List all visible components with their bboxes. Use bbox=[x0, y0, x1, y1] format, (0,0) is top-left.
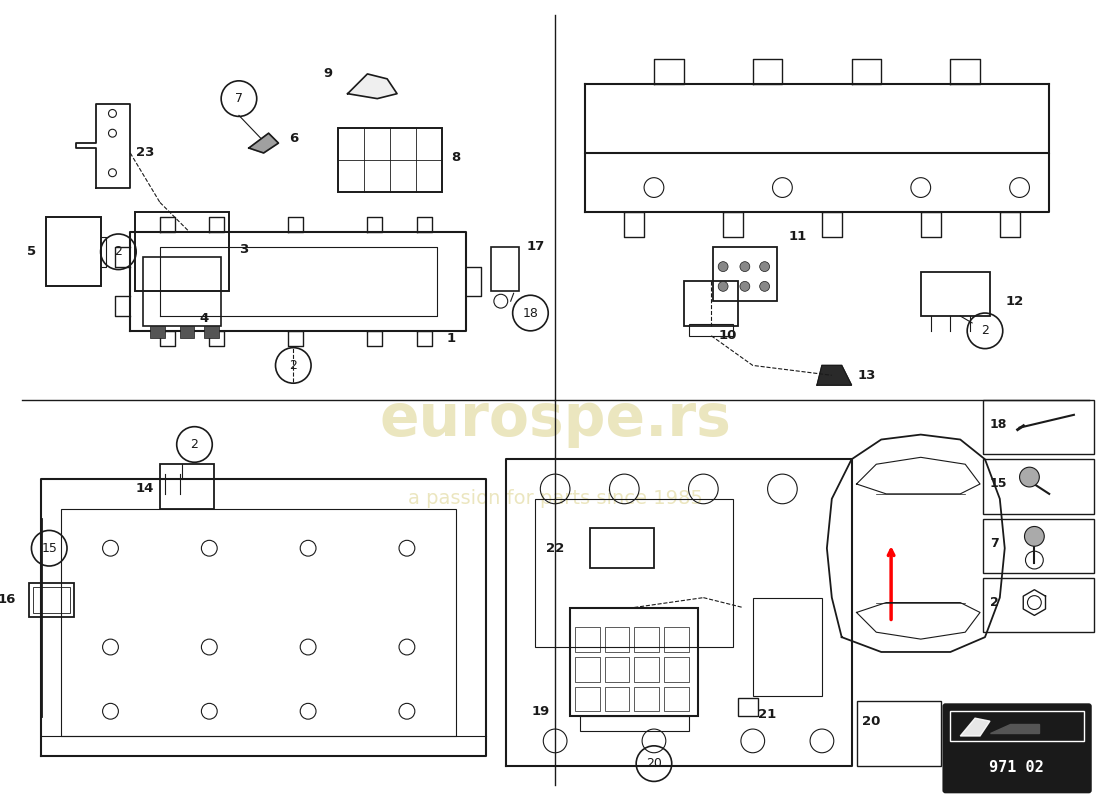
Text: 14: 14 bbox=[136, 482, 154, 495]
Text: 12: 12 bbox=[1005, 294, 1024, 308]
Text: 6: 6 bbox=[288, 132, 298, 145]
Circle shape bbox=[718, 262, 728, 271]
Bar bbox=[580, 716, 689, 731]
Bar bbox=[605, 627, 629, 652]
Bar bbox=[150, 326, 165, 338]
Text: 2: 2 bbox=[981, 324, 989, 338]
Bar bbox=[950, 711, 1084, 741]
Text: 1: 1 bbox=[447, 332, 456, 346]
Text: 23: 23 bbox=[136, 146, 154, 159]
Text: 4: 4 bbox=[200, 313, 209, 326]
Circle shape bbox=[760, 282, 770, 291]
Bar bbox=[590, 529, 654, 568]
Text: 19: 19 bbox=[531, 705, 549, 718]
Bar bbox=[135, 212, 229, 291]
Polygon shape bbox=[817, 366, 851, 385]
Text: 15: 15 bbox=[42, 542, 57, 554]
Bar bbox=[491, 247, 518, 291]
Bar bbox=[689, 324, 733, 336]
Bar bbox=[570, 607, 698, 716]
Bar bbox=[683, 282, 738, 326]
Bar bbox=[536, 499, 733, 647]
Text: a passion for parts since 1985: a passion for parts since 1985 bbox=[408, 490, 703, 508]
Bar bbox=[752, 598, 822, 697]
Polygon shape bbox=[348, 74, 397, 98]
Bar bbox=[635, 657, 659, 682]
Bar bbox=[921, 271, 990, 316]
Text: 15: 15 bbox=[990, 478, 1008, 490]
Bar bbox=[605, 657, 629, 682]
Text: 9: 9 bbox=[323, 67, 332, 81]
Bar bbox=[983, 459, 1093, 514]
Bar bbox=[575, 657, 600, 682]
Text: 22: 22 bbox=[546, 542, 564, 554]
Text: 7: 7 bbox=[235, 92, 243, 105]
Text: 20: 20 bbox=[646, 757, 662, 770]
Bar bbox=[179, 326, 195, 338]
Text: 16: 16 bbox=[0, 593, 15, 606]
Bar bbox=[713, 247, 778, 301]
Circle shape bbox=[1024, 526, 1044, 546]
Bar bbox=[635, 627, 659, 652]
Polygon shape bbox=[960, 718, 990, 736]
Polygon shape bbox=[990, 724, 1040, 733]
Bar bbox=[857, 702, 940, 766]
Text: 20: 20 bbox=[862, 714, 880, 728]
Bar bbox=[738, 698, 758, 716]
Bar bbox=[663, 657, 689, 682]
Circle shape bbox=[1020, 467, 1040, 487]
Text: 17: 17 bbox=[526, 240, 544, 254]
Bar bbox=[983, 400, 1093, 454]
Circle shape bbox=[740, 282, 750, 291]
Text: 18: 18 bbox=[990, 418, 1008, 431]
Text: 3: 3 bbox=[240, 243, 249, 256]
Bar bbox=[575, 627, 600, 652]
Bar bbox=[605, 686, 629, 711]
Text: 21: 21 bbox=[759, 708, 777, 721]
Bar bbox=[143, 257, 221, 326]
Bar bbox=[983, 518, 1093, 573]
Text: 2: 2 bbox=[114, 246, 122, 258]
Text: 2: 2 bbox=[190, 438, 198, 451]
Bar bbox=[205, 326, 219, 338]
Polygon shape bbox=[249, 134, 278, 153]
Text: 10: 10 bbox=[719, 330, 737, 342]
Bar bbox=[30, 583, 74, 618]
Text: 8: 8 bbox=[452, 151, 461, 165]
Text: 2: 2 bbox=[289, 359, 297, 372]
Bar bbox=[575, 686, 600, 711]
Bar bbox=[46, 217, 100, 286]
Text: 5: 5 bbox=[26, 246, 36, 258]
Bar bbox=[160, 464, 215, 509]
Text: 11: 11 bbox=[788, 230, 806, 243]
Bar bbox=[338, 128, 441, 193]
Bar bbox=[983, 578, 1093, 632]
Circle shape bbox=[718, 282, 728, 291]
Bar bbox=[62, 509, 456, 736]
Bar bbox=[33, 586, 70, 614]
Text: 13: 13 bbox=[857, 369, 876, 382]
Circle shape bbox=[740, 262, 750, 271]
Text: eurospe.rs: eurospe.rs bbox=[379, 391, 732, 448]
FancyBboxPatch shape bbox=[944, 704, 1091, 792]
Text: 18: 18 bbox=[522, 306, 538, 319]
Bar bbox=[635, 686, 659, 711]
Circle shape bbox=[760, 262, 770, 271]
Bar bbox=[663, 686, 689, 711]
Text: 971 02: 971 02 bbox=[989, 760, 1044, 775]
Text: 2: 2 bbox=[990, 596, 999, 609]
Text: 7: 7 bbox=[990, 537, 999, 550]
Bar bbox=[663, 627, 689, 652]
